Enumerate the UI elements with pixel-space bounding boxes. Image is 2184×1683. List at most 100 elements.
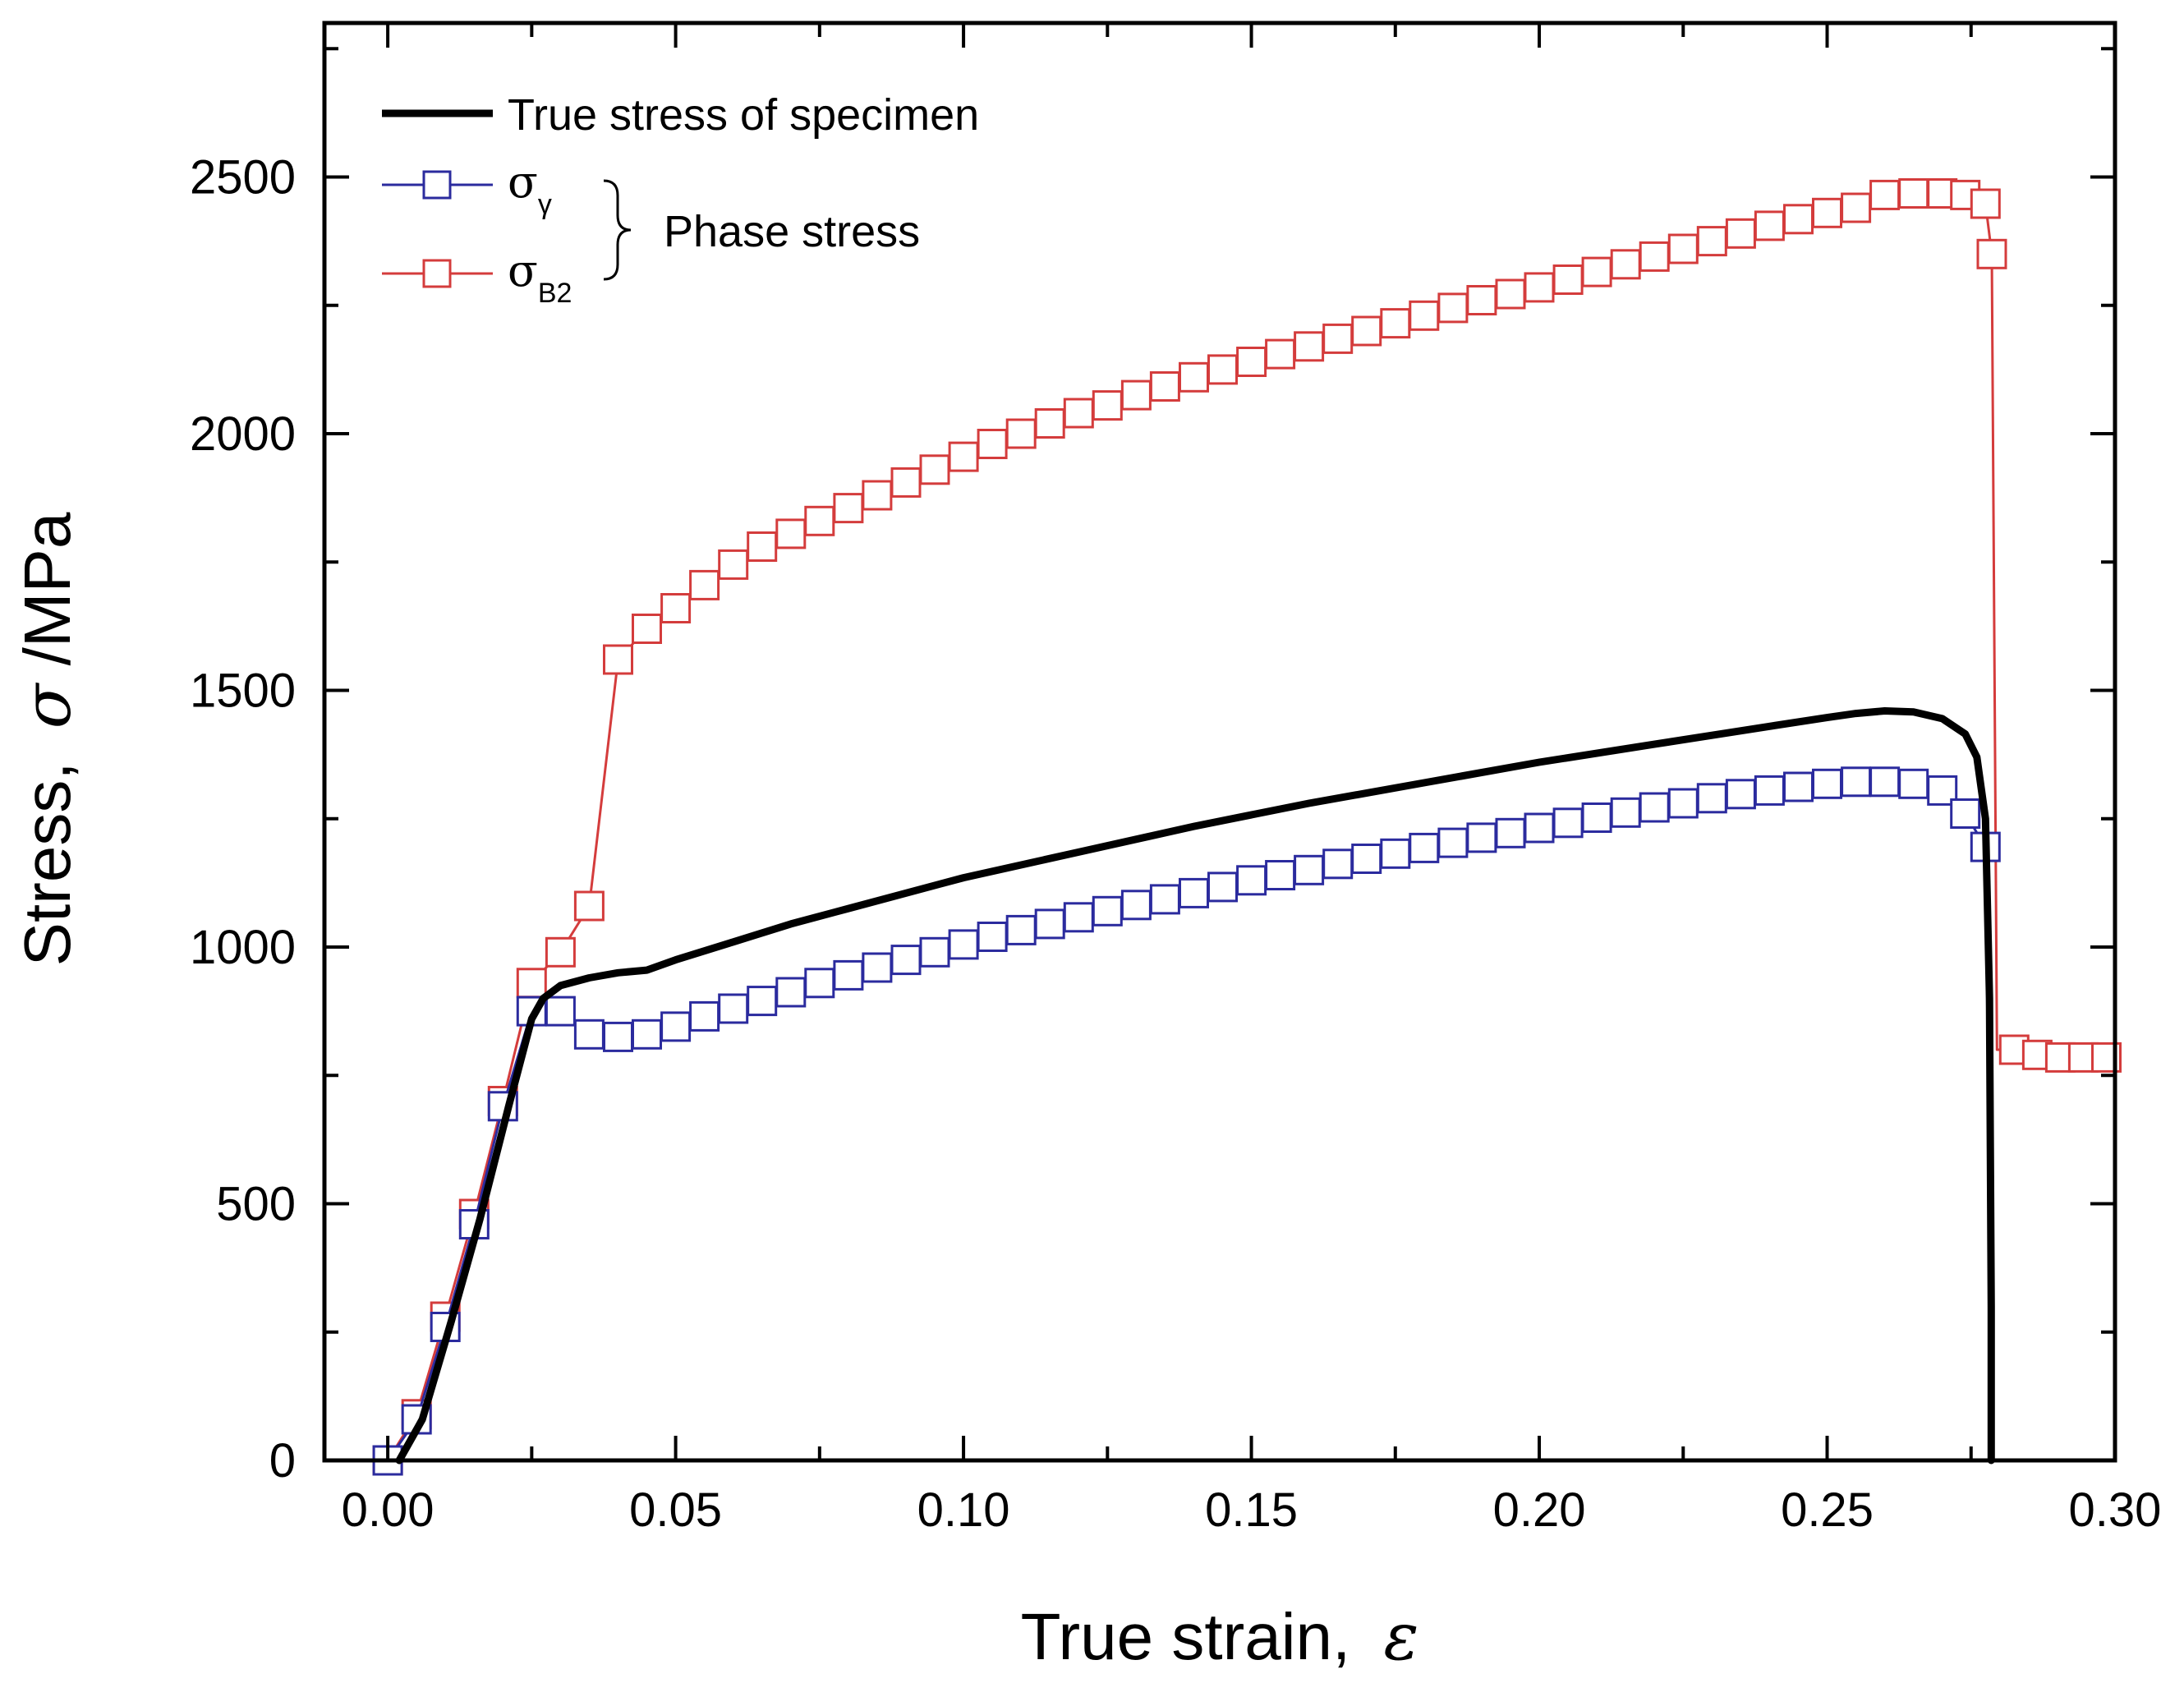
data-marker — [1976, 238, 2007, 269]
data-marker — [1725, 218, 1756, 249]
x-tick-label: 0.20 — [1493, 1483, 1586, 1537]
data-marker — [1696, 783, 1727, 814]
legend-b2-label: σB2 — [508, 245, 572, 309]
data-marker — [516, 968, 547, 999]
data-marker — [804, 968, 835, 999]
data-marker — [718, 993, 749, 1024]
data-marker — [833, 493, 864, 524]
data-marker — [1639, 792, 1670, 823]
data-marker — [1207, 871, 1238, 903]
data-marker — [1236, 347, 1267, 377]
data-marker — [1898, 178, 1929, 209]
data-marker — [660, 593, 692, 623]
data-marker — [1610, 797, 1641, 828]
data-marker — [1495, 278, 1526, 310]
data-marker — [1294, 331, 1325, 362]
data-marker — [545, 996, 576, 1027]
data-marker — [1149, 884, 1180, 915]
data-marker — [977, 922, 1008, 952]
x-tick-label: 0.10 — [917, 1483, 1010, 1537]
data-marker — [603, 1021, 633, 1052]
x-tick-label: 0.15 — [1205, 1483, 1298, 1537]
data-marker — [1005, 418, 1037, 449]
data-marker — [1034, 908, 1065, 940]
x-tick-label: 0.30 — [2069, 1483, 2162, 1537]
series-b2 — [372, 178, 2122, 1476]
x-axis-title: True strain, ε — [1021, 1598, 1419, 1675]
data-marker — [1869, 766, 1901, 798]
data-marker — [1409, 832, 1440, 863]
data-marker — [1236, 865, 1267, 896]
data-marker — [1667, 788, 1699, 819]
legend-gamma-sigma: σ — [508, 156, 538, 208]
y-tick-label: 0 — [269, 1434, 296, 1488]
tick-labels-layer: 0.00 0.05 0.10 0.15 0.20 0.25 0.30 0 500 1000 1500… — [190, 151, 2161, 1538]
data-marker — [1092, 390, 1123, 421]
y-tick-label: 1500 — [190, 664, 296, 718]
data-marker — [1841, 192, 1872, 223]
data-marker — [1841, 766, 1872, 798]
data-marker — [890, 467, 922, 498]
data-marker — [1552, 264, 1584, 295]
x-axis-symbol: ε — [1383, 1598, 1418, 1675]
x-tick-label: 0.25 — [1781, 1483, 1874, 1537]
data-marker — [1437, 827, 1469, 858]
data-marker — [1034, 408, 1065, 439]
data-marker — [1610, 249, 1641, 280]
data-marker — [1812, 197, 1842, 228]
data-marker — [1950, 798, 1981, 829]
data-marker — [689, 569, 720, 600]
data-marker — [545, 936, 576, 968]
data-marker — [862, 952, 893, 983]
data-marker — [573, 890, 605, 922]
series-specimen — [395, 707, 1995, 1465]
data-marker — [1380, 838, 1411, 869]
x-tick-label: 0.05 — [629, 1483, 722, 1537]
x-axis-label: True strain, — [1021, 1600, 1351, 1673]
data-marker — [1351, 844, 1382, 874]
data-marker — [1149, 371, 1180, 402]
data-marker — [775, 977, 807, 1008]
data-marker — [660, 1011, 692, 1042]
legend-specimen-label: True stress of specimen — [508, 90, 979, 140]
data-marker — [603, 644, 633, 675]
legend-gamma-marker — [422, 170, 452, 200]
data-marker — [862, 480, 893, 511]
data-marker — [1179, 361, 1209, 393]
y-axis-unit: /MPa — [11, 512, 84, 665]
data-marker — [919, 936, 950, 968]
data-marker — [1898, 768, 1929, 799]
data-marker — [1265, 860, 1296, 890]
data-marker — [1812, 768, 1842, 799]
data-marker — [1754, 210, 1785, 241]
data-marker — [1409, 300, 1440, 331]
legend-b2-sigma: σ — [508, 245, 538, 297]
data-marker — [632, 1019, 662, 1050]
y-tick-label: 500 — [216, 1178, 296, 1231]
legend-b2-marker — [422, 259, 452, 288]
series-line — [386, 192, 2108, 1462]
data-marker — [1466, 822, 1497, 853]
data-marker — [948, 929, 979, 960]
plot-frame — [322, 21, 2117, 1463]
data-marker — [1120, 379, 1152, 411]
y-axis-label: Stress, — [11, 761, 84, 966]
data-marker — [1639, 241, 1670, 272]
ticks-layer — [324, 23, 2117, 1462]
y-tick-label: 2500 — [190, 151, 296, 205]
y-tick-label: 1000 — [190, 921, 296, 974]
data-marker — [1552, 807, 1584, 839]
data-marker — [1869, 179, 1901, 210]
legend-group-label: Phase stress — [664, 207, 920, 256]
series-line — [395, 707, 1995, 1465]
data-marker — [747, 986, 778, 1017]
data-marker — [1294, 854, 1325, 885]
data-marker — [632, 614, 662, 644]
data-marker — [1063, 398, 1094, 429]
data-marker — [1581, 802, 1612, 833]
data-marker — [1970, 188, 2001, 219]
data-marker — [1466, 285, 1497, 315]
data-marker — [1754, 775, 1785, 806]
data-marker — [718, 549, 749, 580]
data-marker — [833, 959, 864, 991]
